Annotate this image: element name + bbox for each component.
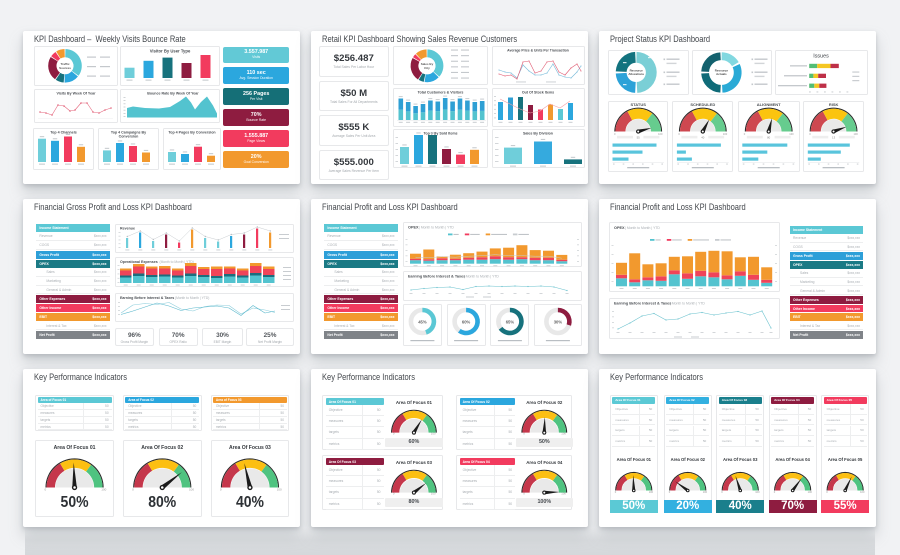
svg-text:Average Price & Units Per Tran: Average Price & Units Per Transaction — [507, 49, 569, 53]
svg-text:0: 0 — [393, 492, 395, 496]
svg-text:SCHEDULED: SCHEDULED — [690, 102, 715, 107]
svg-text:0: 0 — [615, 490, 617, 494]
svg-text:0: 0 — [678, 132, 680, 136]
svg-text:0: 0 — [220, 488, 222, 492]
svg-text:100: 100 — [853, 132, 858, 136]
svg-text:100: 100 — [723, 132, 728, 136]
svg-text:City: City — [424, 66, 430, 70]
svg-text:100: 100 — [649, 490, 654, 494]
svg-text:100: 100 — [561, 492, 566, 496]
svg-text:Sales By Division: Sales By Division — [523, 132, 553, 136]
svg-text:Actuals: Actuals — [716, 72, 727, 76]
svg-text:80%: 80% — [148, 494, 176, 511]
svg-text:0: 0 — [774, 490, 776, 494]
svg-text:Area Of Focus 04: Area Of Focus 04 — [526, 460, 563, 465]
svg-text:(Month to Month | YTD): (Month to Month | YTD) — [160, 260, 194, 264]
svg-text:55: 55 — [637, 135, 641, 139]
svg-text:Issues: Issues — [813, 54, 829, 60]
svg-text:Total Customers & Visitors: Total Customers & Visitors — [418, 91, 464, 95]
svg-text:45%: 45% — [418, 319, 427, 324]
svg-text:30%: 30% — [554, 319, 563, 324]
svg-text:Earning Before Interest & Taxe: Earning Before Interest & Taxes — [120, 296, 174, 300]
svg-text:100: 100 — [431, 432, 436, 436]
svg-text:Top 4 Pages By Conversion: Top 4 Pages By Conversion — [168, 131, 215, 135]
svg-text:Conversion: Conversion — [119, 135, 139, 139]
svg-text:100: 100 — [860, 490, 865, 494]
svg-text:(Month to Month | YTD): (Month to Month | YTD) — [175, 296, 209, 300]
svg-text:100: 100 — [189, 488, 194, 492]
svg-text:0: 0 — [669, 490, 671, 494]
svg-text:0: 0 — [44, 488, 46, 492]
svg-text:50%: 50% — [61, 494, 89, 511]
svg-text:Area Of Focus 03: Area Of Focus 03 — [723, 457, 758, 462]
svg-text:13: 13 — [832, 135, 836, 139]
svg-text:40%: 40% — [236, 494, 264, 511]
svg-text:OPEX: OPEX — [408, 226, 419, 230]
svg-text:Top 4 Campaigns By: Top 4 Campaigns By — [111, 131, 146, 135]
svg-text:Area Of Focus 02: Area Of Focus 02 — [141, 445, 183, 451]
svg-text:0: 0 — [809, 132, 811, 136]
svg-text:Allocations: Allocations — [628, 72, 644, 76]
svg-text:Traffic: Traffic — [60, 62, 69, 66]
svg-text:Area Of Focus 01: Area Of Focus 01 — [617, 457, 652, 462]
svg-text:Area Of Focus 01: Area Of Focus 01 — [54, 445, 96, 451]
svg-text:60%: 60% — [462, 319, 471, 324]
svg-text:100: 100 — [808, 490, 813, 494]
svg-text:100: 100 — [101, 488, 106, 492]
svg-text:Area Of Focus 02: Area Of Focus 02 — [526, 400, 563, 405]
svg-text:| Month to Month | YTD: | Month to Month | YTD — [464, 275, 499, 279]
svg-text:0: 0 — [721, 490, 723, 494]
svg-text:Out Of Stock Items: Out Of Stock Items — [522, 91, 554, 95]
svg-text:| Month to Month | YTD: | Month to Month | YTD — [670, 302, 705, 306]
svg-text:Revenue: Revenue — [120, 227, 135, 231]
svg-text:ALIGNMENT: ALIGNMENT — [757, 102, 781, 107]
svg-text:100: 100 — [277, 488, 282, 492]
svg-text:Top 4 Channels: Top 4 Channels — [50, 131, 77, 135]
svg-text:0: 0 — [826, 490, 828, 494]
svg-text:100: 100 — [755, 490, 760, 494]
svg-text:0: 0 — [393, 432, 395, 436]
svg-text:Operational Expenses: Operational Expenses — [120, 260, 158, 264]
svg-text:Visits By Week Of Year: Visits By Week Of Year — [57, 92, 97, 96]
svg-text:STATUS: STATUS — [630, 102, 646, 107]
svg-text:0: 0 — [523, 492, 525, 496]
svg-text:Sources: Sources — [59, 66, 71, 70]
svg-text:0: 0 — [744, 132, 746, 136]
svg-text:80: 80 — [767, 135, 771, 139]
svg-text:Sales By: Sales By — [421, 62, 434, 66]
svg-text:65%: 65% — [506, 319, 515, 324]
svg-text:40: 40 — [701, 135, 705, 139]
svg-text:OPEX: OPEX — [614, 226, 625, 230]
svg-text:| Month to Month | YTD: | Month to Month | YTD — [625, 226, 660, 230]
svg-text:100: 100 — [703, 490, 708, 494]
svg-text:Area Of Focus 05: Area Of Focus 05 — [828, 457, 863, 462]
svg-text:Area Of Focus 01: Area Of Focus 01 — [396, 400, 433, 405]
svg-text:Resource: Resource — [630, 68, 644, 72]
svg-text:0: 0 — [523, 432, 525, 436]
svg-text:RISK: RISK — [829, 102, 839, 107]
svg-text:100: 100 — [658, 132, 663, 136]
svg-text:Resource: Resource — [715, 69, 729, 73]
svg-text:0: 0 — [132, 488, 134, 492]
svg-text:0: 0 — [614, 132, 616, 136]
svg-text:Area Of Focus 02: Area Of Focus 02 — [671, 457, 706, 462]
svg-text:Area Of Focus 03: Area Of Focus 03 — [396, 460, 433, 465]
svg-text:Earning Before Interest & Taxe: Earning Before Interest & Taxes — [614, 302, 671, 306]
svg-text:100: 100 — [789, 132, 794, 136]
svg-text:Top 6 By Sold Items: Top 6 By Sold Items — [423, 132, 457, 136]
svg-text:Bounce Rate By Week Of Year: Bounce Rate By Week Of Year — [147, 92, 199, 96]
svg-text:Area Of Focus 04: Area Of Focus 04 — [775, 457, 810, 462]
svg-text:| Month to Month | YTD: | Month to Month | YTD — [419, 226, 454, 230]
svg-text:Visitor By User Type: Visitor By User Type — [150, 49, 191, 54]
svg-text:100: 100 — [431, 492, 436, 496]
svg-text:Area Of Focus 03: Area Of Focus 03 — [229, 445, 271, 451]
svg-text:100: 100 — [561, 432, 566, 436]
svg-text:Earning Before Interest & Taxe: Earning Before Interest & Taxes — [408, 275, 465, 279]
